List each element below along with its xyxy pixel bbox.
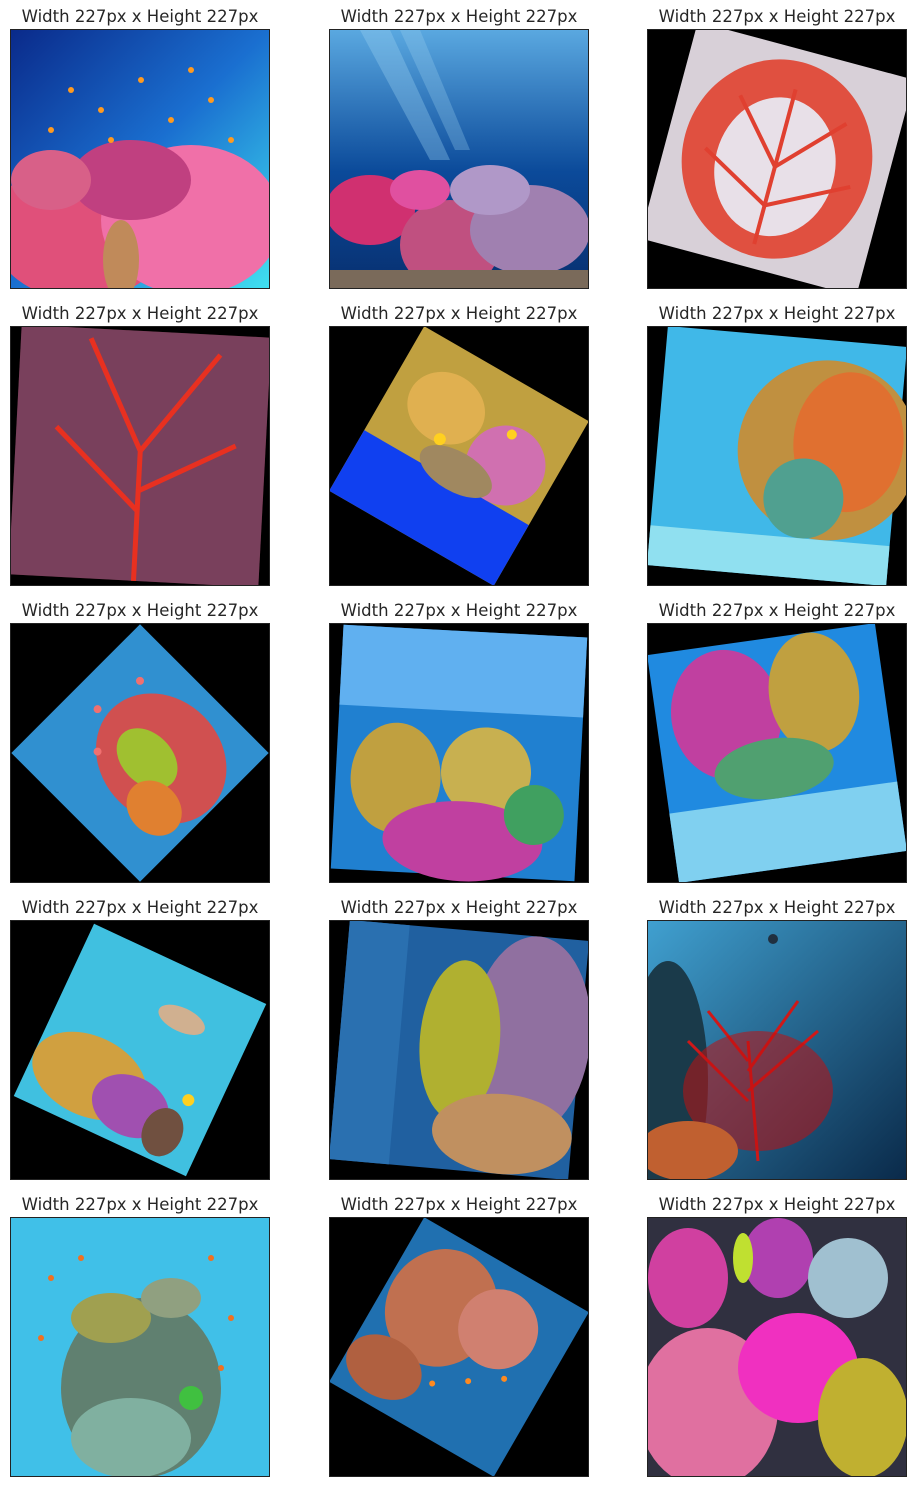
image-cell: Width 227px x Height 227px — [647, 303, 907, 587]
image-cell: Width 227px x Height 227px — [10, 600, 270, 884]
image-cell: Width 227px x Height 227px — [10, 897, 270, 1181]
image-cell: Width 227px x Height 227px — [647, 897, 907, 1181]
image-caption: Width 227px x Height 227px — [21, 898, 259, 917]
image-caption: Width 227px x Height 227px — [658, 601, 896, 620]
image-caption: Width 227px x Height 227px — [658, 898, 896, 917]
image-caption: Width 227px x Height 227px — [340, 7, 578, 26]
coral-reef-image — [647, 623, 907, 883]
image-cell: Width 227px x Height 227px — [10, 6, 270, 290]
image-caption: Width 227px x Height 227px — [21, 304, 259, 323]
coral-reef-image — [10, 326, 270, 586]
coral-reef-image — [10, 623, 270, 883]
coral-reef-image — [329, 623, 589, 883]
coral-reef-image — [647, 29, 907, 289]
image-caption: Width 227px x Height 227px — [340, 898, 578, 917]
image-caption: Width 227px x Height 227px — [340, 1195, 578, 1214]
coral-reef-image — [647, 1217, 907, 1477]
image-caption: Width 227px x Height 227px — [340, 601, 578, 620]
image-caption: Width 227px x Height 227px — [658, 304, 896, 323]
coral-reef-image — [647, 326, 907, 586]
image-cell: Width 227px x Height 227px — [329, 600, 589, 884]
image-cell: Width 227px x Height 227px — [329, 303, 589, 587]
image-caption: Width 227px x Height 227px — [21, 7, 259, 26]
image-caption: Width 227px x Height 227px — [340, 304, 578, 323]
coral-reef-image — [10, 920, 270, 1180]
image-caption: Width 227px x Height 227px — [21, 601, 259, 620]
coral-reef-image — [329, 1217, 589, 1477]
coral-reef-image — [10, 1217, 270, 1477]
image-cell: Width 227px x Height 227px — [647, 600, 907, 884]
coral-reef-image — [329, 326, 589, 586]
image-caption: Width 227px x Height 227px — [21, 1195, 259, 1214]
image-cell: Width 227px x Height 227px — [10, 303, 270, 587]
image-cell: Width 227px x Height 227px — [10, 1194, 270, 1478]
image-cell: Width 227px x Height 227px — [329, 6, 589, 290]
image-cell: Width 227px x Height 227px — [647, 6, 907, 290]
coral-reef-image — [647, 920, 907, 1180]
image-caption: Width 227px x Height 227px — [658, 1195, 896, 1214]
coral-reef-image — [329, 920, 589, 1180]
image-caption: Width 227px x Height 227px — [658, 7, 896, 26]
coral-reef-image — [10, 29, 270, 289]
coral-reef-image — [329, 29, 589, 289]
image-cell: Width 227px x Height 227px — [647, 1194, 907, 1478]
image-cell: Width 227px x Height 227px — [329, 897, 589, 1181]
image-cell: Width 227px x Height 227px — [329, 1194, 589, 1478]
